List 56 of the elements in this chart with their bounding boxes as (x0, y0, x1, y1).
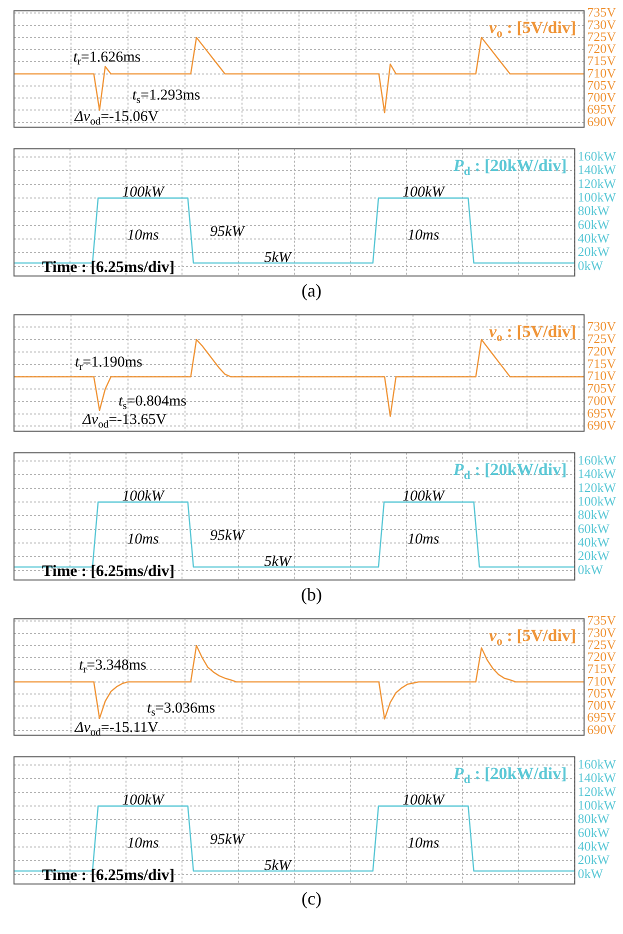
text: (c) (302, 888, 322, 909)
y-tick-label: 40kW (578, 838, 610, 854)
y-tick-label: 20kW (578, 548, 610, 564)
x-axis-title: Time : [6.25ms/div] (42, 259, 175, 276)
annotation: 10ms (127, 532, 159, 548)
y-tick-label: 80kW (578, 203, 610, 218)
annotation: 10ms (408, 532, 440, 548)
y-tick-label: 20kW (578, 244, 610, 260)
y-tick-label: 80kW (578, 811, 610, 826)
annotation: 100kW (402, 488, 446, 504)
y-tick-label: 20kW (578, 852, 610, 868)
y-tick-label: 140kW (578, 466, 617, 482)
text: (a) (302, 280, 322, 301)
annotation: 10ms (408, 228, 440, 244)
annotation: 100kW (402, 184, 446, 200)
annotation: 5kW (264, 858, 292, 874)
y-tick-label: 60kW (578, 824, 610, 840)
x-axis-title: Time : [6.25ms/div] (42, 867, 175, 884)
y-tick-label: 0kW (578, 258, 604, 273)
y-tick-label: 0kW (578, 866, 604, 881)
annotation: 100kW (122, 184, 166, 200)
annotation: 100kW (122, 792, 166, 808)
annotation: 95kW (210, 832, 246, 848)
y-tick-label: 120kW (578, 784, 617, 799)
y-tick-label: 715V (587, 356, 617, 371)
y-tick-label: 160kW (578, 756, 617, 772)
annotation: 95kW (210, 528, 246, 544)
y-tick-label: 690V (587, 418, 617, 433)
y-tick-label: 140kW (578, 162, 617, 178)
y-tick-label: 60kW (578, 520, 610, 536)
y-tick-label: 120kW (578, 176, 617, 191)
y-tick-label: 100kW (578, 493, 617, 508)
y-tick-label: 100kW (578, 189, 617, 204)
y-tick-label: 720V (587, 343, 617, 358)
y-tick-label: 695V (587, 405, 617, 420)
annotation: 95kW (210, 224, 246, 240)
y-tick-label: 60kW (578, 216, 610, 232)
y-tick-label: 80kW (578, 507, 610, 522)
annotation: 5kW (264, 554, 292, 570)
y-tick-label: 160kW (578, 452, 617, 468)
y-tick-label: 40kW (578, 230, 610, 246)
annotation: 5kW (264, 250, 292, 266)
y-tick-label: 120kW (578, 480, 617, 495)
y-tick-label: 160kW (578, 148, 617, 164)
annotation: 10ms (127, 836, 159, 852)
annotation: 10ms (127, 228, 159, 244)
y-tick-label: 40kW (578, 534, 610, 550)
y-tick-label: 710V (587, 368, 617, 384)
y-tick-label: 140kW (578, 770, 617, 786)
x-axis-title: Time : [6.25ms/div] (42, 563, 175, 580)
annotation: 100kW (402, 792, 446, 808)
y-tick-label: 100kW (578, 797, 617, 812)
annotation: 100kW (122, 488, 166, 504)
y-tick-label: 0kW (578, 562, 604, 577)
annotation: 10ms (408, 836, 440, 852)
text: (b) (301, 584, 322, 605)
